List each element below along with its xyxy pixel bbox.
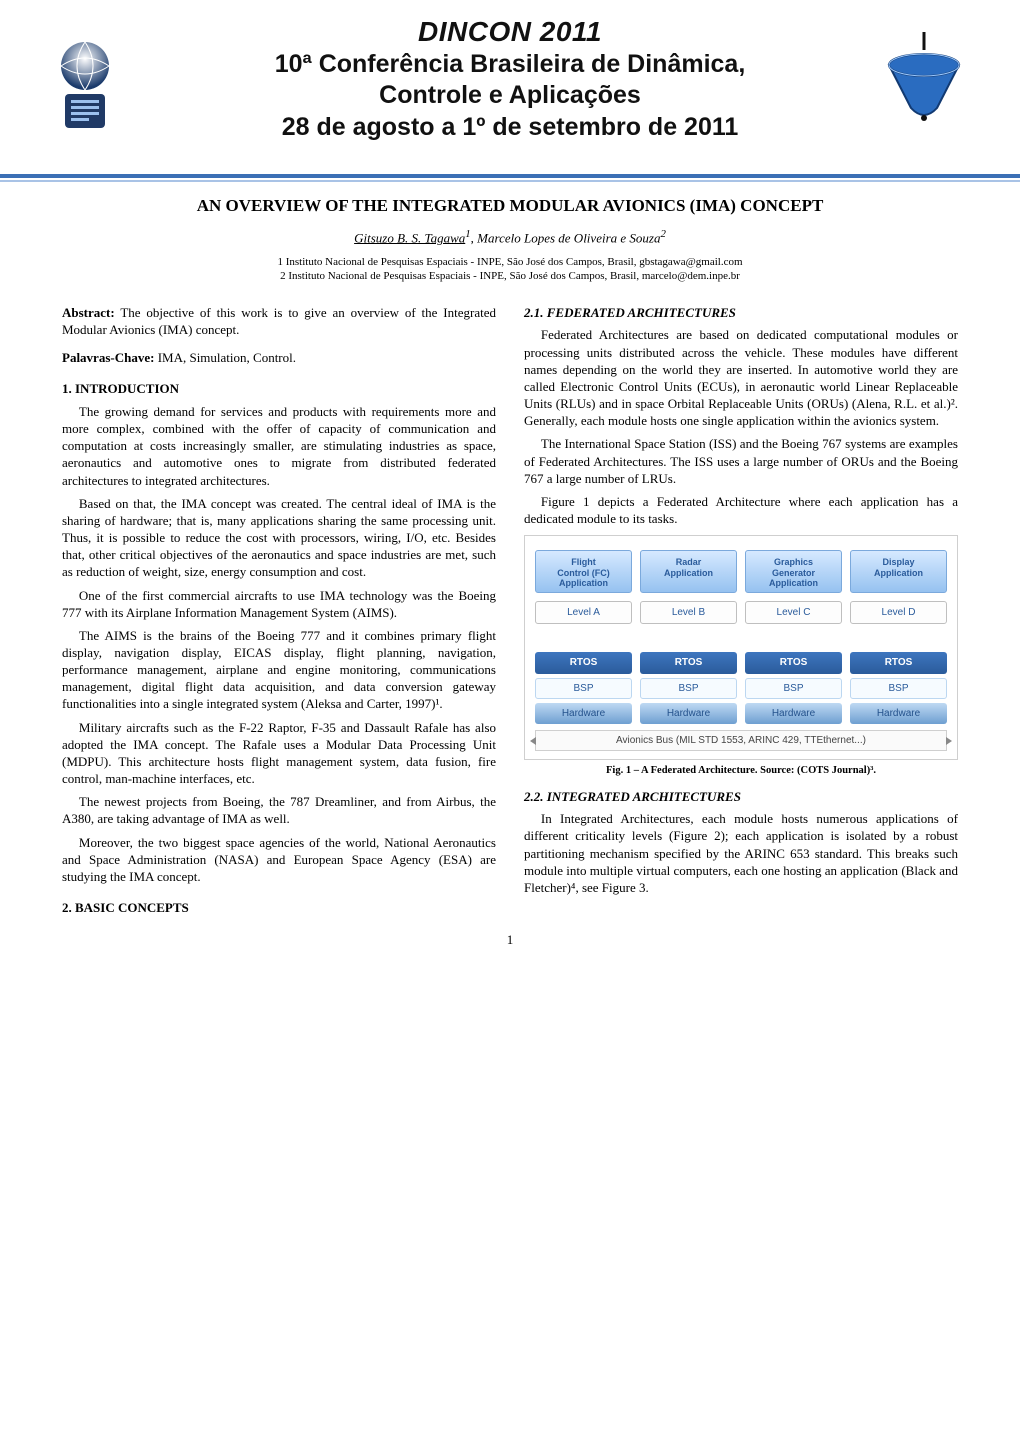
- fed-stack-3: RTOS BSP Hardware: [745, 652, 842, 724]
- abstract-label: Abstract:: [62, 305, 115, 320]
- fed-rtos-1: RTOS: [535, 652, 632, 673]
- banner-title: DINCON 2011: [0, 14, 1020, 49]
- page-number: 1: [0, 916, 1020, 958]
- keywords: Palavras-Chave: IMA, Simulation, Control…: [62, 349, 496, 366]
- section-2-1-title: 2.1. FEDERATED ARCHITECTURES: [524, 304, 958, 321]
- s1-p7: Moreover, the two biggest space agencies…: [62, 834, 496, 885]
- s1-p4: The AIMS is the brains of the Boeing 777…: [62, 627, 496, 713]
- fed-app-graphics-label: Graphics Generator Application: [769, 557, 818, 588]
- fed-stack-row: RTOS BSP Hardware RTOS BSP Hardware RTOS…: [535, 652, 947, 724]
- author-2-name: Marcelo Lopes de Oliveira e Souza: [477, 230, 660, 245]
- affiliation-2: 2 Instituto Nacional de Pesquisas Espaci…: [70, 270, 950, 282]
- fed-app-graphics: Graphics Generator Application: [745, 550, 842, 593]
- figure-1: Flight Control (FC) Application Radar Ap…: [524, 535, 958, 778]
- section-1-title: 1. INTRODUCTION: [62, 380, 496, 397]
- fed-hw-4: Hardware: [850, 703, 947, 724]
- keywords-label: Palavras-Chave:: [62, 350, 154, 365]
- affiliation-1: 1 Instituto Nacional de Pesquisas Espaci…: [70, 256, 950, 268]
- fed-hw-3: Hardware: [745, 703, 842, 724]
- fed-app-fc: Flight Control (FC) Application: [535, 550, 632, 593]
- fed-stack-4: RTOS BSP Hardware: [850, 652, 947, 724]
- fed-bsp-3: BSP: [745, 678, 842, 699]
- author-1-name: Gitsuzo B. S. Tagawa: [354, 230, 465, 245]
- keywords-text: IMA, Simulation, Control.: [154, 350, 296, 365]
- fed-rtos-2: RTOS: [640, 652, 737, 673]
- abstract-text: The objective of this work is to give an…: [62, 305, 496, 337]
- banner-line-1: 10ª Conferência Brasileira de Dinâmica,: [0, 49, 1020, 80]
- fed-level-b: Level B: [640, 601, 737, 624]
- section-2-2-title: 2.2. INTEGRATED ARCHITECTURES: [524, 788, 958, 805]
- s21-p2: The International Space Station (ISS) an…: [524, 435, 958, 486]
- fed-app-row: Flight Control (FC) Application Radar Ap…: [535, 550, 947, 593]
- authors: Gitsuzo B. S. Tagawa1, Marcelo Lopes de …: [70, 228, 950, 246]
- abstract: Abstract: The objective of this work is …: [62, 304, 496, 338]
- fed-bsp-2: BSP: [640, 678, 737, 699]
- fed-stack-2: RTOS BSP Hardware: [640, 652, 737, 724]
- fed-rtos-4: RTOS: [850, 652, 947, 673]
- fed-bus-bar: Avionics Bus (MIL STD 1553, ARINC 429, T…: [535, 730, 947, 751]
- fed-app-fc-label: Flight Control (FC) Application: [557, 557, 609, 588]
- banner-line-2: Controle e Aplicações: [0, 80, 1020, 111]
- fed-stack-1: RTOS BSP Hardware: [535, 652, 632, 724]
- author-2-sup: 2: [660, 228, 665, 240]
- fed-level-d: Level D: [850, 601, 947, 624]
- fed-app-display-label: Display Application: [874, 557, 923, 577]
- s21-p1: Federated Architectures are based on ded…: [524, 326, 958, 429]
- paper-title: AN OVERVIEW OF THE INTEGRATED MODULAR AV…: [70, 196, 950, 216]
- section-2-title: 2. BASIC CONCEPTS: [62, 899, 496, 916]
- figure-1-caption: Fig. 1 – A Federated Architecture. Sourc…: [524, 764, 958, 778]
- fed-rtos-3: RTOS: [745, 652, 842, 673]
- paper-head: AN OVERVIEW OF THE INTEGRATED MODULAR AV…: [0, 178, 1020, 294]
- s1-p2: Based on that, the IMA concept was creat…: [62, 495, 496, 581]
- s21-p3: Figure 1 depicts a Federated Architectur…: [524, 493, 958, 527]
- page: DINCON 2011 10ª Conferência Brasileira d…: [0, 0, 1020, 958]
- fed-bsp-4: BSP: [850, 678, 947, 699]
- fed-level-c: Level C: [745, 601, 842, 624]
- fed-hw-2: Hardware: [640, 703, 737, 724]
- s1-p1: The growing demand for services and prod…: [62, 403, 496, 489]
- conference-banner: DINCON 2011 10ª Conferência Brasileira d…: [0, 0, 1020, 178]
- fed-level-a: Level A: [535, 601, 632, 624]
- banner-line-3: 28 de agosto a 1º de setembro de 2011: [0, 112, 1020, 143]
- banner-text: DINCON 2011 10ª Conferência Brasileira d…: [0, 14, 1020, 143]
- fed-app-radar-label: Radar Application: [664, 557, 713, 577]
- fed-app-display: Display Application: [850, 550, 947, 593]
- s1-p6: The newest projects from Boeing, the 787…: [62, 793, 496, 827]
- fed-bsp-1: BSP: [535, 678, 632, 699]
- fed-level-row: Level A Level B Level C Level D: [535, 601, 947, 624]
- s1-p5: Military aircrafts such as the F-22 Rapt…: [62, 719, 496, 788]
- fed-app-radar: Radar Application: [640, 550, 737, 593]
- paper-body: Abstract: The objective of this work is …: [0, 294, 1020, 916]
- s22-p1: In Integrated Architectures, each module…: [524, 810, 958, 896]
- federated-architecture-diagram: Flight Control (FC) Application Radar Ap…: [524, 535, 958, 760]
- s1-p3: One of the first commercial aircrafts to…: [62, 587, 496, 621]
- fed-hw-1: Hardware: [535, 703, 632, 724]
